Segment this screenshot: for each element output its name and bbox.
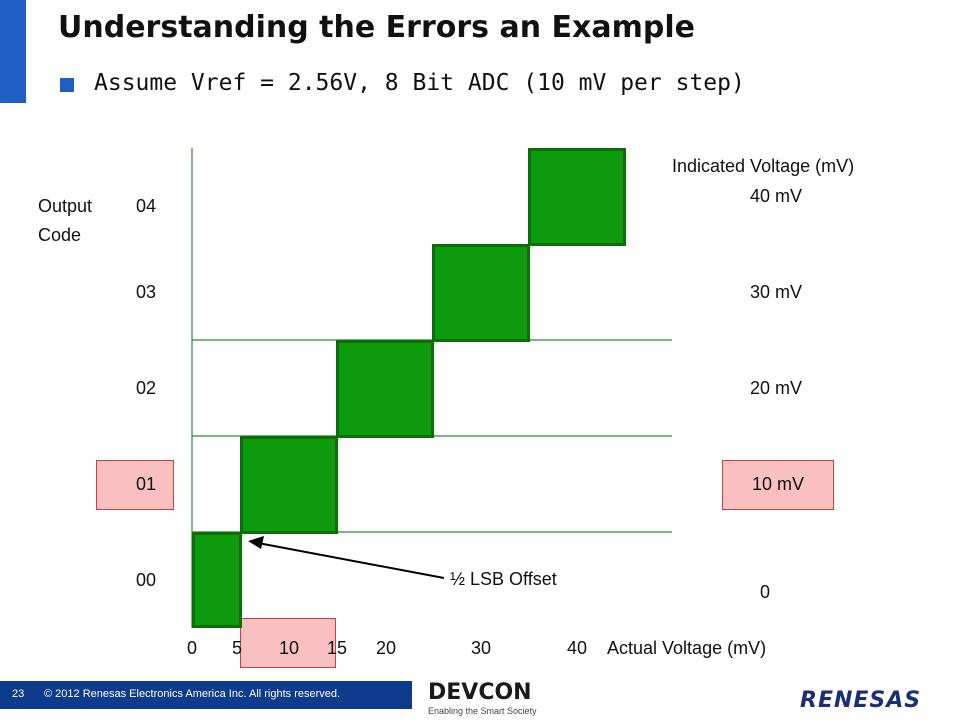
lsb-offset-label: ½ LSB Offset [450, 569, 557, 589]
output-code-00: 00 [136, 570, 157, 590]
indicated-30mv: 30 mV [750, 282, 803, 302]
highlight-code-01 [96, 460, 174, 510]
step-01 [240, 436, 338, 534]
step-00 [192, 532, 242, 628]
x-tick-40: 40 [567, 638, 588, 658]
step-03 [432, 244, 530, 342]
output-code-03: 03 [136, 282, 157, 302]
x-tick-30: 30 [471, 638, 492, 658]
accent-bar [0, 0, 26, 103]
output-label-line1: Output [38, 196, 93, 216]
x-tick-0: 0 [187, 638, 198, 658]
step-02 [336, 340, 434, 438]
indicated-40mv: 40 mV [750, 186, 803, 206]
devcon-tagline: Enabling the Smart Society [428, 706, 537, 716]
copyright-text: © 2012 Renesas Electronics America Inc. … [44, 688, 341, 700]
indicated-0: 0 [760, 582, 771, 602]
output-code-04: 04 [136, 196, 157, 216]
bullet-text: Assume Vref = 2.56V, 8 Bit ADC (10 mV pe… [94, 70, 745, 96]
devcon-logo: DEVCON [428, 680, 532, 705]
output-code-02: 02 [136, 378, 157, 398]
x-axis-label: Actual Voltage (mV) [607, 638, 767, 658]
footer-band [0, 681, 412, 709]
output-code-01: 01 [136, 474, 157, 494]
offset-arrow-head [248, 536, 264, 549]
indicated-20mv: 20 mV [750, 378, 803, 398]
x-tick-20: 20 [376, 638, 397, 658]
indicated-10mv: 10 mV [752, 474, 805, 494]
x-tick-10: 10 [279, 638, 300, 658]
bullet-marker [60, 78, 74, 92]
step-04 [528, 148, 626, 246]
x-tick-5: 5 [232, 638, 243, 658]
highlight-10mv [722, 460, 834, 510]
highlight-x-5-15 [240, 618, 336, 668]
x-tick-15: 15 [327, 638, 348, 658]
slide-title: Understanding the Errors an Example [58, 10, 695, 45]
indicated-voltage-header: Indicated Voltage (mV) [672, 156, 855, 176]
output-label-line2: Code [38, 225, 82, 245]
offset-arrow-line [257, 542, 445, 579]
renesas-logo: RENESAS [800, 688, 922, 713]
page-number: 23 [12, 688, 25, 700]
